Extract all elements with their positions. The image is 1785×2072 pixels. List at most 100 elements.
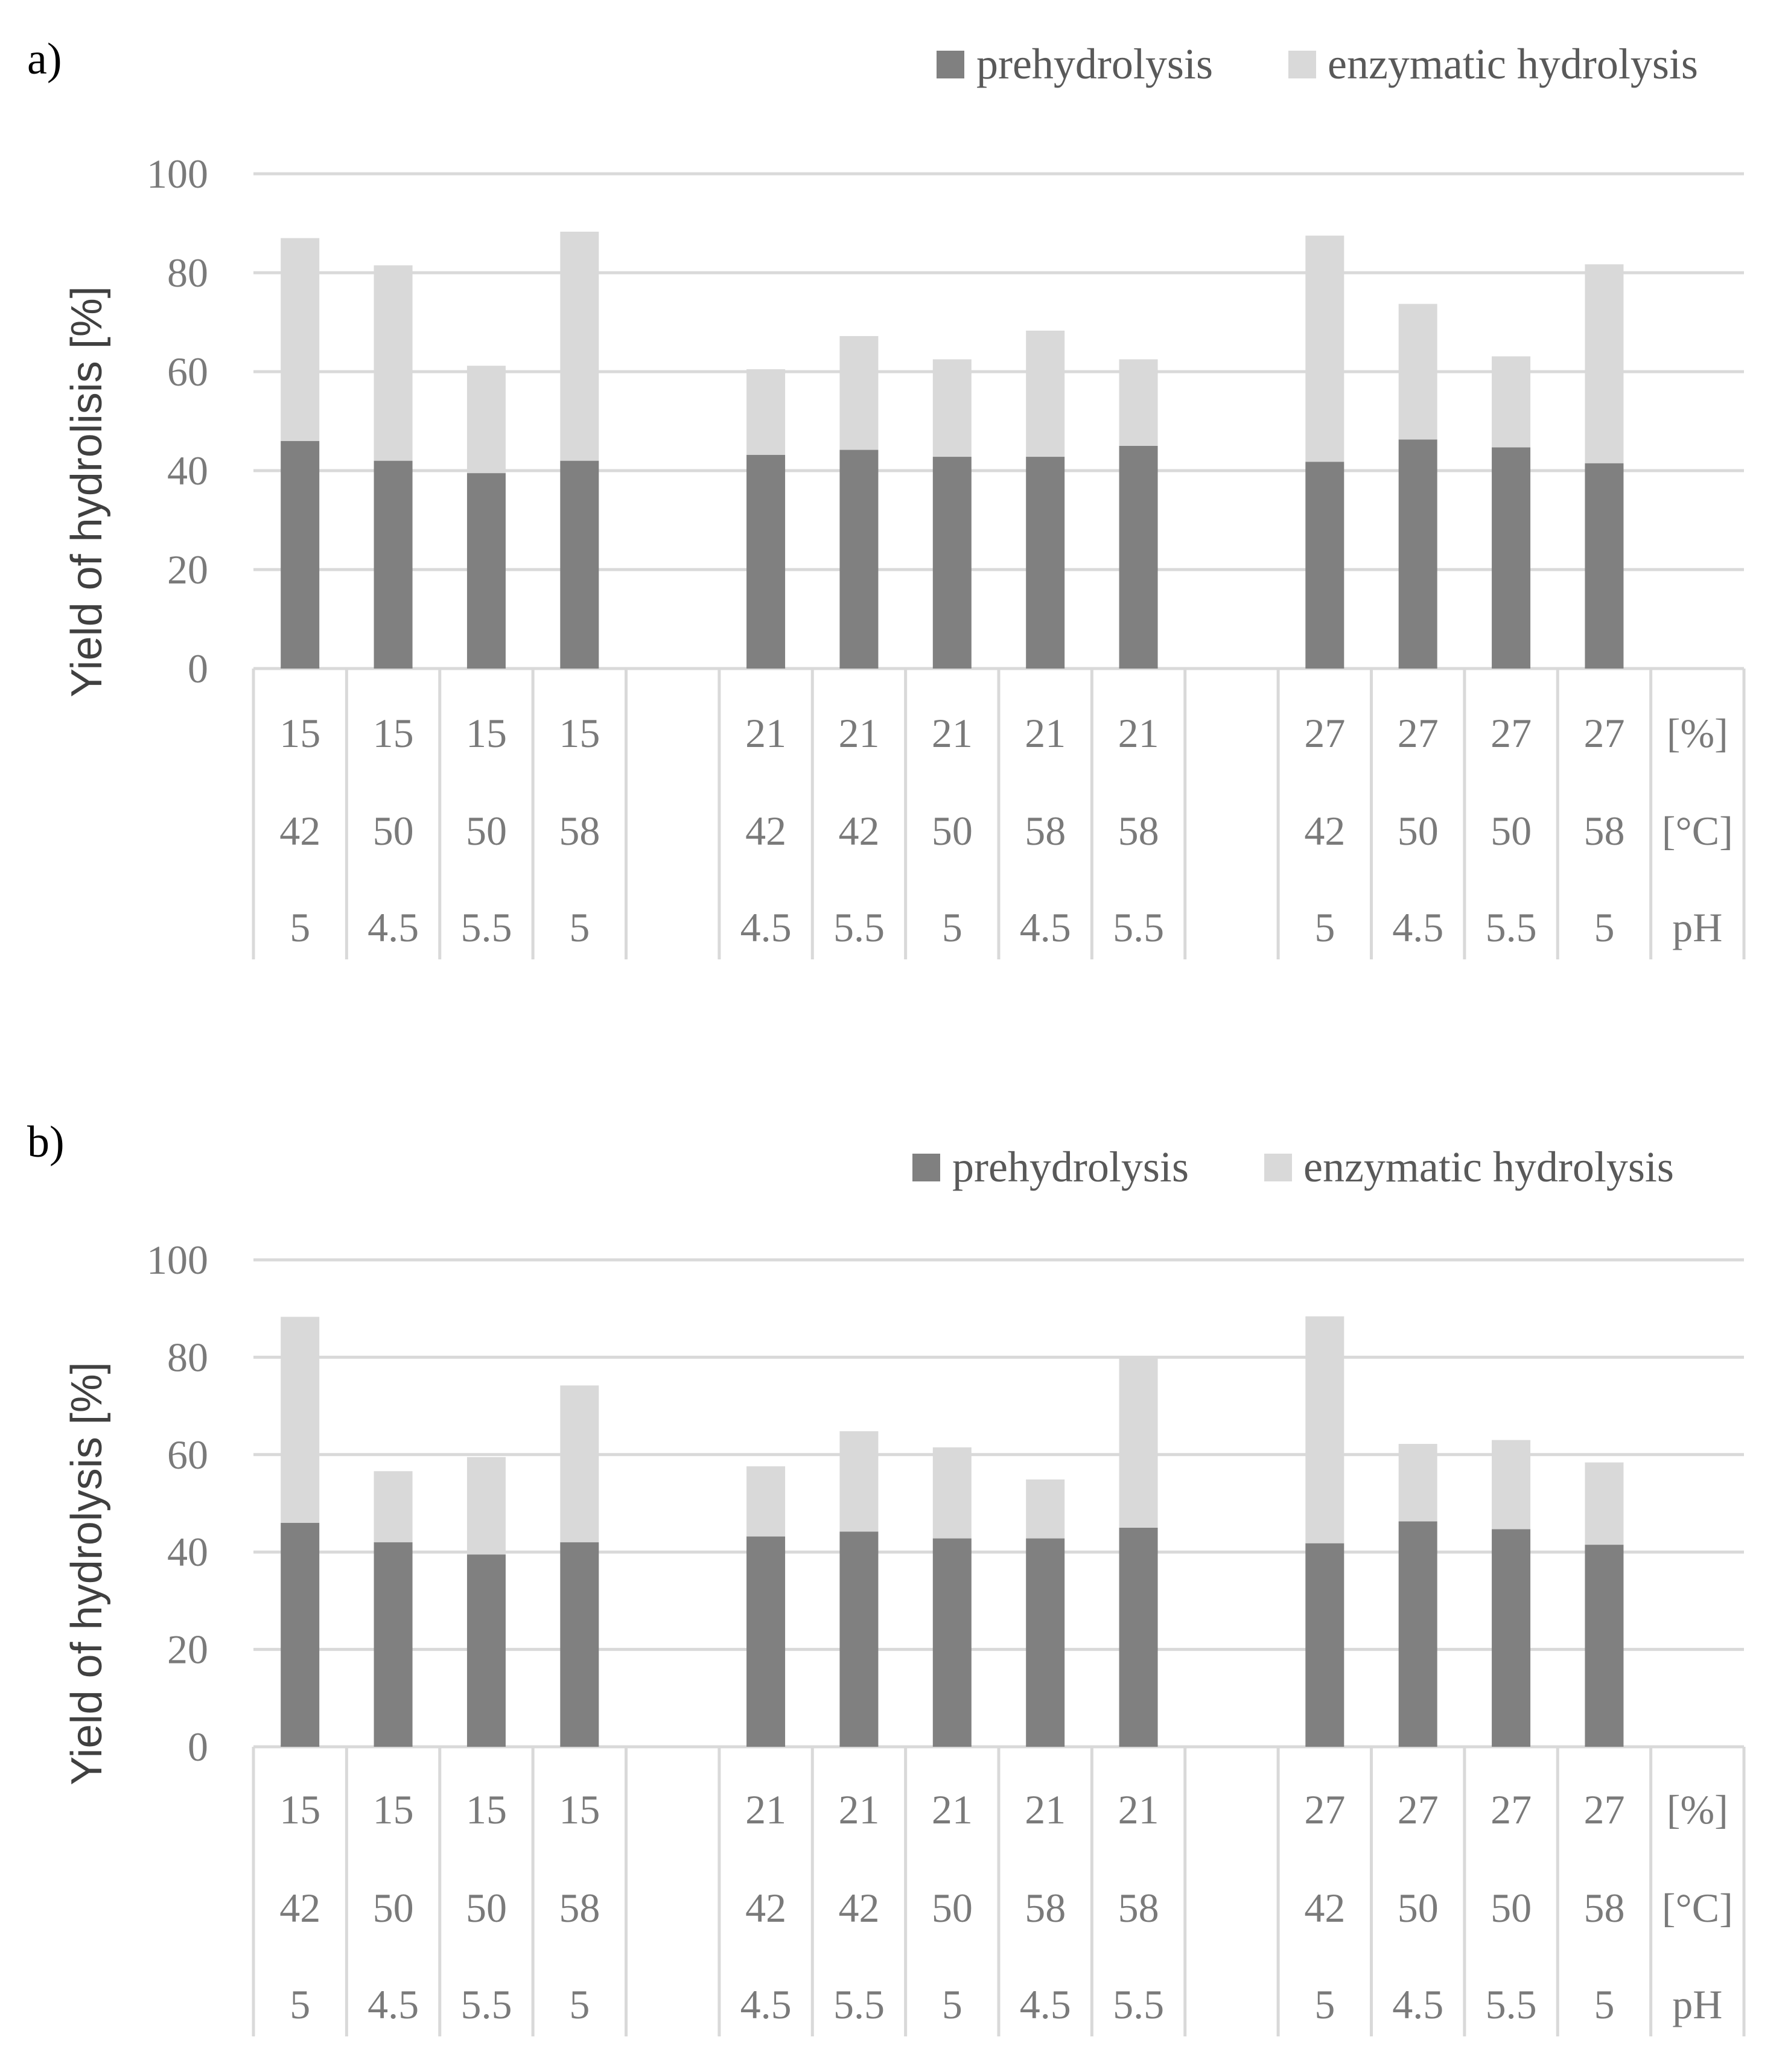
- category-label: 27: [1304, 1787, 1345, 1832]
- category-label: 58: [1025, 1885, 1066, 1931]
- bar-enzymatic-hydrolysis: [281, 238, 320, 441]
- category-label: 15: [559, 710, 600, 756]
- bar-prehydrolysis: [560, 460, 599, 669]
- legend-label-prehydrolysis: prehydrolysis: [976, 40, 1213, 88]
- bar-prehydrolysis: [1492, 447, 1531, 669]
- bar-enzymatic-hydrolysis: [1119, 359, 1158, 446]
- category-label: 27: [1398, 710, 1439, 756]
- category-label: 15: [279, 1787, 320, 1832]
- category-label: pH: [1672, 904, 1722, 950]
- category-label: 42: [838, 808, 879, 854]
- category-label: 21: [932, 1787, 973, 1832]
- category-label: 58: [1118, 1885, 1159, 1931]
- category-label: 50: [1398, 1885, 1439, 1931]
- category-label: 4.5: [1392, 1981, 1443, 2027]
- bar-enzymatic-hydrolysis: [560, 1385, 599, 1543]
- bar-prehydrolysis: [839, 450, 879, 669]
- bar-prehydrolysis: [281, 440, 320, 669]
- category-label: 27: [1304, 710, 1345, 756]
- category-label: 4.5: [1392, 904, 1443, 950]
- bar-prehydrolysis: [839, 1531, 879, 1747]
- bar-prehydrolysis: [1398, 439, 1437, 669]
- category-label: 50: [1491, 1885, 1532, 1931]
- legend-swatch-enzymatic-hydrolysis: [1288, 51, 1316, 78]
- category-label: 5: [1314, 1981, 1335, 2027]
- category-label: 5.5: [1113, 904, 1164, 950]
- bar-prehydrolysis: [466, 473, 506, 669]
- y-tick-label: 80: [167, 250, 208, 296]
- category-label: 42: [279, 1885, 320, 1931]
- legend-label-enzymatic-hydrolysis: enzymatic hydrolysis: [1303, 1143, 1674, 1191]
- category-label: 4.5: [368, 1981, 419, 2027]
- category-label: 42: [745, 1885, 786, 1931]
- bar-enzymatic-hydrolysis: [839, 1431, 879, 1532]
- category-label: 5: [1594, 1981, 1614, 2027]
- bar-enzymatic-hydrolysis: [1305, 1316, 1344, 1543]
- category-label: [%]: [1667, 710, 1728, 756]
- bar-prehydrolysis: [466, 1554, 506, 1747]
- bar-prehydrolysis: [746, 1536, 786, 1747]
- bar-prehydrolysis: [1492, 1529, 1531, 1747]
- y-tick-label: 40: [167, 448, 208, 494]
- bar-prehydrolysis: [374, 460, 413, 669]
- category-label: 4.5: [1020, 904, 1071, 950]
- bar-enzymatic-hydrolysis: [746, 369, 786, 455]
- bar-enzymatic-hydrolysis: [1026, 330, 1065, 457]
- y-tick-label: 60: [167, 1432, 208, 1478]
- bar-enzymatic-hydrolysis: [1305, 235, 1344, 462]
- category-label: 21: [745, 1787, 786, 1832]
- bar-enzymatic-hydrolysis: [1492, 1440, 1531, 1530]
- category-label: 50: [466, 808, 507, 854]
- bar-prehydrolysis: [932, 1538, 972, 1747]
- category-label: 5: [290, 1981, 310, 2027]
- category-label: 5.5: [1486, 904, 1537, 950]
- legend: prehydrolysis enzymatic hydrolysis: [937, 40, 1698, 88]
- category-label: 5.5: [460, 1981, 512, 2027]
- category-label: 5.5: [1486, 1981, 1537, 2027]
- panel-b-chart: b) prehydrolysis enzymatic hydrolysis Yi…: [27, 1117, 1746, 2036]
- y-tick-label: 100: [147, 1237, 208, 1283]
- y-tick-label: 0: [188, 646, 208, 691]
- category-label: 27: [1583, 710, 1624, 756]
- bar-enzymatic-hydrolysis: [1398, 303, 1437, 440]
- bars: [281, 231, 1624, 669]
- category-label: 5.5: [833, 904, 885, 950]
- y-tick-label: 20: [167, 1627, 208, 1673]
- bar-prehydrolysis: [1585, 1545, 1624, 1747]
- bar-enzymatic-hydrolysis: [1119, 1357, 1158, 1528]
- y-axis-title: Yield of hydrolysis [%]: [63, 1362, 111, 1785]
- category-label: 50: [373, 808, 414, 854]
- category-label: 21: [838, 710, 879, 756]
- category-label: 58: [1583, 1885, 1624, 1931]
- panel-a-chart: a) prehydrolysis enzymatic hydrolysis Yi…: [27, 34, 1746, 959]
- bar-enzymatic-hydrolysis: [281, 1317, 320, 1523]
- category-label: 15: [279, 710, 320, 756]
- category-label: 5: [569, 1981, 590, 2027]
- y-tick-label: 0: [188, 1724, 208, 1770]
- category-label: 21: [1025, 1787, 1066, 1832]
- category-label: 58: [1025, 808, 1066, 854]
- category-label: 58: [559, 1885, 600, 1931]
- bar-prehydrolysis: [1026, 1538, 1065, 1747]
- y-tick-label: 80: [167, 1334, 208, 1380]
- category-axis: 15 15 15 15 21 21 21 21 21 27 27 27 27 [%] 42 50 50 58 42 4…: [252, 669, 1746, 959]
- category-label: 15: [559, 1787, 600, 1832]
- category-label: 5.5: [833, 1981, 885, 2027]
- category-label: 42: [1304, 1885, 1345, 1931]
- bar-prehydrolysis: [1585, 463, 1624, 669]
- category-label: 50: [932, 808, 973, 854]
- category-label: 5: [569, 904, 590, 950]
- category-label: 4.5: [740, 904, 792, 950]
- category-label: 50: [1398, 808, 1439, 854]
- bar-enzymatic-hydrolysis: [466, 366, 506, 474]
- category-label: 21: [1118, 710, 1159, 756]
- category-label: 15: [373, 710, 414, 756]
- category-label: 42: [279, 808, 320, 854]
- bar-prehydrolysis: [374, 1542, 413, 1747]
- bars: [281, 1316, 1624, 1747]
- category-label: 50: [1491, 808, 1532, 854]
- category-label: 21: [745, 710, 786, 756]
- panel-label: a): [27, 34, 62, 84]
- category-label: 27: [1398, 1787, 1439, 1832]
- bar-enzymatic-hydrolysis: [374, 1471, 413, 1543]
